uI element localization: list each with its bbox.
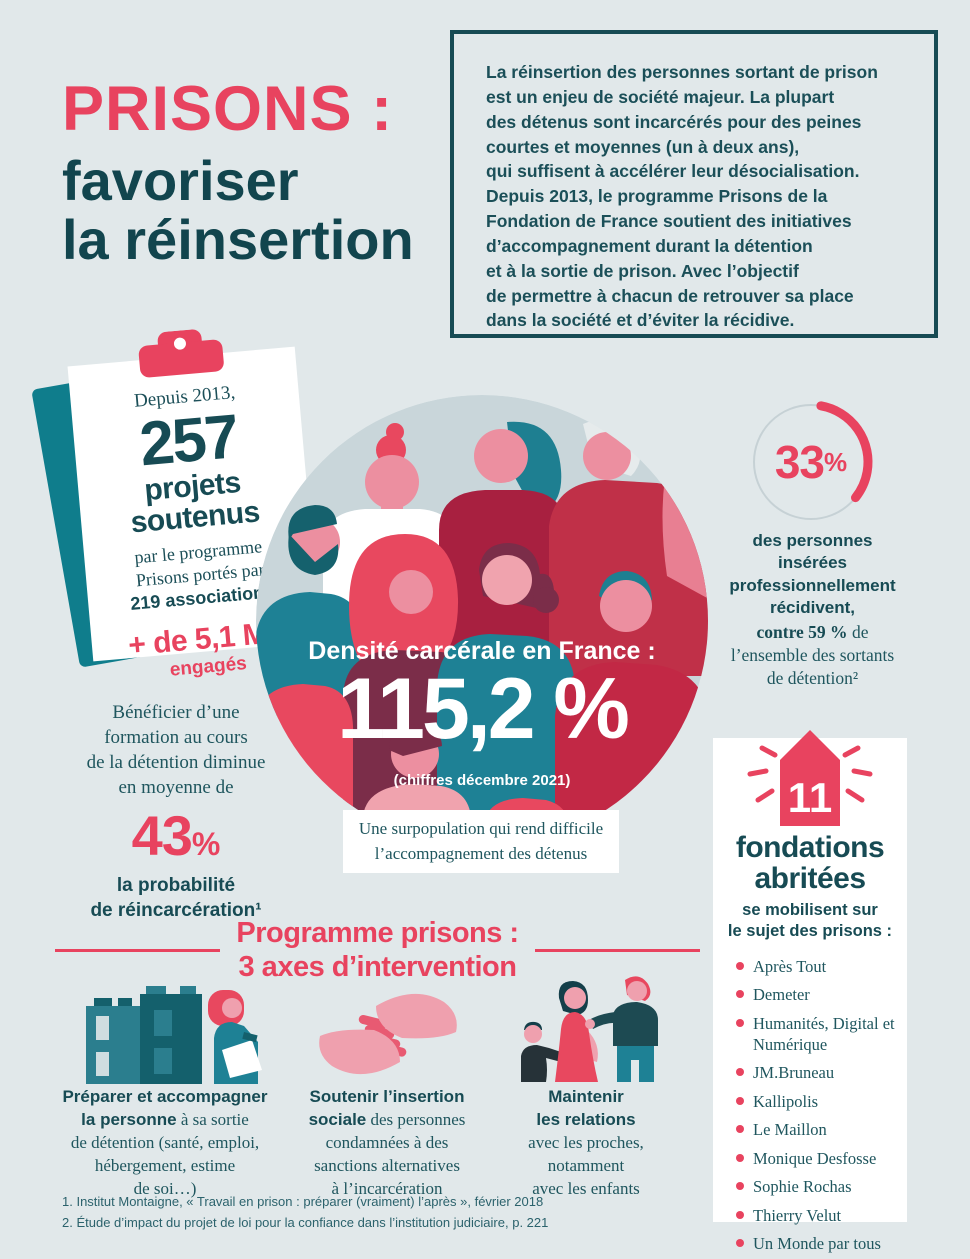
density-label: Densité carcérale en France : xyxy=(308,637,656,665)
axis-text-social-insertion: Soutenir l’insertion sociale des personn… xyxy=(308,1087,466,1199)
foundation-item: JM.Bruneau xyxy=(736,1062,897,1083)
training-label: la probabilité de réincarcération¹ xyxy=(90,875,262,921)
intro-text: La réinsertion des personnes sortant de … xyxy=(486,62,878,331)
foundation-item: Sophie Rochas xyxy=(736,1176,897,1197)
family-icon xyxy=(513,968,678,1087)
density-value: 115,2 % xyxy=(337,661,630,757)
foundation-item: Monique Desfosse xyxy=(736,1148,897,1169)
foundation-item: Un Monde par tous xyxy=(736,1233,897,1254)
footnote: 1. Institut Montaigne, « Travail en pris… xyxy=(62,1194,544,1209)
intro-box: La réinsertion des personnes sortant de … xyxy=(450,30,938,338)
foundation-item: Kallipolis xyxy=(736,1091,897,1112)
recidivism-value: 33% xyxy=(774,436,848,488)
crowd-circle-graphic xyxy=(256,395,708,847)
footnote: 2. Étude d’impact du projet de loi pour … xyxy=(62,1214,549,1230)
foundation-item: Après Tout xyxy=(736,956,897,977)
house-icon: 11 xyxy=(730,722,890,835)
recidivism-detail: contre 59 % de l’ensemble des sortants d… xyxy=(730,621,895,688)
recidivism-text: des personnes insérées professionnelleme… xyxy=(705,530,920,690)
density-note: (chiffres décembre 2021) xyxy=(393,772,571,789)
foundation-item: Thierry Velut xyxy=(736,1205,897,1226)
foundation-item: Humanités, Digital et Numérique xyxy=(736,1013,897,1056)
training-lead: Bénéficier d’une formation au cours de l… xyxy=(86,702,266,799)
training-value: 43% xyxy=(131,804,221,868)
clipboard-card: Depuis 2013, 257 projets soutenus par le… xyxy=(67,329,321,681)
foundation-item: Le Maillon xyxy=(736,1119,897,1140)
helping-hands-icon xyxy=(318,988,458,1085)
axis-text-accompany: Préparer et accompagner la personne à sa… xyxy=(62,1087,268,1199)
building-person-icon xyxy=(72,970,262,1089)
crowd-illustration: Densité carcérale en France : 115,2 % (c… xyxy=(255,394,709,848)
program-title: Programme prisons : 3 axes d’interventio… xyxy=(236,917,519,984)
recidivism-ring: 33% xyxy=(747,398,875,526)
page-title-rest: favoriser la réinsertion xyxy=(62,149,414,272)
page-title-accent: PRISONS : xyxy=(62,74,394,144)
progress-ring-graphic xyxy=(749,400,873,524)
foundations-count: 11 xyxy=(788,774,832,821)
axis-text-relations: Maintenir les relations avec les proches… xyxy=(528,1087,644,1199)
clipboard-stat: Depuis 2013, 257 projets soutenus par le… xyxy=(31,316,321,681)
heading-rule-right xyxy=(534,948,700,952)
foundation-item: Demeter xyxy=(736,984,897,1005)
footnotes: 1. Institut Montaigne, « Travail en pris… xyxy=(62,1192,548,1234)
recidivism-statement: des personnes insérées professionnelleme… xyxy=(729,531,896,618)
surpopulation-caption: Une surpopulation qui rend difficile l’a… xyxy=(343,810,619,873)
training-stat: Bénéficier d’une formation au cours de l… xyxy=(62,700,290,923)
foundations-subtitle: se mobilisent sur le sujet des prisons : xyxy=(727,901,893,940)
heading-rule-left xyxy=(55,948,221,952)
foundations-title: fondations abritées xyxy=(735,831,885,896)
foundations-list: Après Tout Demeter Humanités, Digital et… xyxy=(713,956,907,1259)
clipboard-clip-icon xyxy=(133,327,229,386)
page-title: PRISONS : favoriser la réinsertion xyxy=(62,78,414,270)
foundations-card: 11 fondations abritées se mobilisent sur… xyxy=(713,730,907,1253)
program-heading: Programme prisons : 3 axes d’interventio… xyxy=(55,916,700,984)
